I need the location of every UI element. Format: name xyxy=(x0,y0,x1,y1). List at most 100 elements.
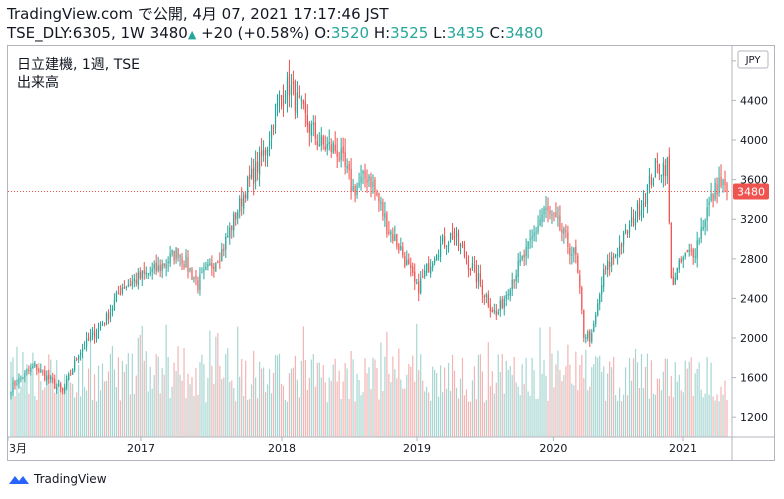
candle-body xyxy=(626,231,629,234)
volume-bar xyxy=(453,370,456,437)
candle xyxy=(666,156,668,185)
candle-body xyxy=(368,175,370,182)
candle-body xyxy=(457,232,460,246)
candle xyxy=(141,270,143,287)
candle xyxy=(217,260,219,264)
candle-body xyxy=(543,208,545,215)
candle xyxy=(624,223,627,235)
candle-body xyxy=(80,352,82,356)
volume-bar xyxy=(310,359,312,437)
volume-bar xyxy=(241,358,243,437)
candle xyxy=(48,369,50,384)
volume-bar xyxy=(539,327,541,437)
volume-bar xyxy=(593,363,595,437)
candle xyxy=(261,138,263,167)
candle xyxy=(34,360,36,368)
volume-bar xyxy=(157,356,159,437)
volume-bar xyxy=(87,368,90,437)
volume-bar xyxy=(201,354,203,437)
candle xyxy=(404,252,406,269)
candle-body xyxy=(380,201,382,205)
volume-bar xyxy=(177,346,179,437)
volume-bar xyxy=(64,374,66,437)
volume-bar xyxy=(93,374,96,437)
candle xyxy=(680,256,682,264)
volume-bar xyxy=(80,396,82,437)
candle-body xyxy=(115,292,118,302)
candle-body xyxy=(76,358,78,360)
candle-body xyxy=(91,331,94,336)
volume-bar xyxy=(521,364,523,437)
volume-bar xyxy=(32,352,34,437)
volume-bar xyxy=(167,356,169,437)
candle xyxy=(718,166,720,197)
candle-body xyxy=(261,149,263,157)
candle xyxy=(545,196,547,219)
volume-bar xyxy=(704,393,706,437)
volume-bar xyxy=(16,346,18,437)
volume-bar xyxy=(619,387,621,437)
candle-body xyxy=(619,244,621,255)
volume-bar xyxy=(688,361,690,437)
volume-bar xyxy=(99,390,102,437)
candle-body xyxy=(356,185,358,195)
tradingview-logo[interactable]: TradingView xyxy=(8,472,107,486)
volume-bar xyxy=(111,345,114,437)
candle xyxy=(243,191,245,215)
candle-body xyxy=(304,101,306,114)
candle xyxy=(173,250,175,265)
candle-body xyxy=(591,332,593,342)
candle-body xyxy=(109,312,112,319)
volume-bar xyxy=(318,362,320,437)
volume-bar xyxy=(670,376,672,437)
candle xyxy=(50,375,52,383)
candle-body xyxy=(241,198,243,207)
candle-body xyxy=(434,258,436,263)
candle-body xyxy=(316,141,318,146)
candle xyxy=(99,321,102,331)
volume-bar xyxy=(714,400,716,437)
volume-bar xyxy=(535,398,537,437)
candle xyxy=(109,304,112,323)
candle xyxy=(266,146,269,167)
candle xyxy=(187,250,189,279)
candle xyxy=(493,303,495,315)
candle xyxy=(227,225,229,238)
volume-bar xyxy=(404,388,406,437)
volume-bar xyxy=(161,368,163,437)
candle-body xyxy=(334,144,336,152)
candle xyxy=(451,223,454,240)
volume-bar xyxy=(557,350,559,437)
volume-bar xyxy=(646,353,649,437)
axes: 1200160020002400280032003600400044004800… xyxy=(7,45,775,461)
candle xyxy=(497,308,499,316)
candle xyxy=(716,177,718,204)
volume-bar xyxy=(89,331,92,437)
open-label: O: xyxy=(314,24,331,42)
candle-body xyxy=(306,115,308,126)
chart-panel[interactable] xyxy=(7,45,775,461)
candle-body xyxy=(278,94,281,101)
candle-body xyxy=(87,338,90,340)
candle-body xyxy=(680,258,682,263)
volume-bar xyxy=(364,358,366,437)
volume-bar xyxy=(690,357,692,437)
candle xyxy=(255,150,257,190)
volume-bar xyxy=(91,400,94,437)
volume-bar xyxy=(191,377,193,437)
candle xyxy=(406,250,408,266)
candle xyxy=(115,290,118,303)
candle xyxy=(68,372,70,381)
candle xyxy=(370,172,372,198)
candle-body xyxy=(599,294,601,304)
volume-bar xyxy=(459,378,462,437)
candle xyxy=(368,174,370,188)
candle-body xyxy=(638,204,641,217)
candle-body xyxy=(652,178,655,185)
candle xyxy=(101,320,104,327)
candle-body xyxy=(525,247,527,257)
volume-bar xyxy=(284,399,287,437)
candle-body xyxy=(18,378,20,384)
candle-body xyxy=(519,259,521,263)
